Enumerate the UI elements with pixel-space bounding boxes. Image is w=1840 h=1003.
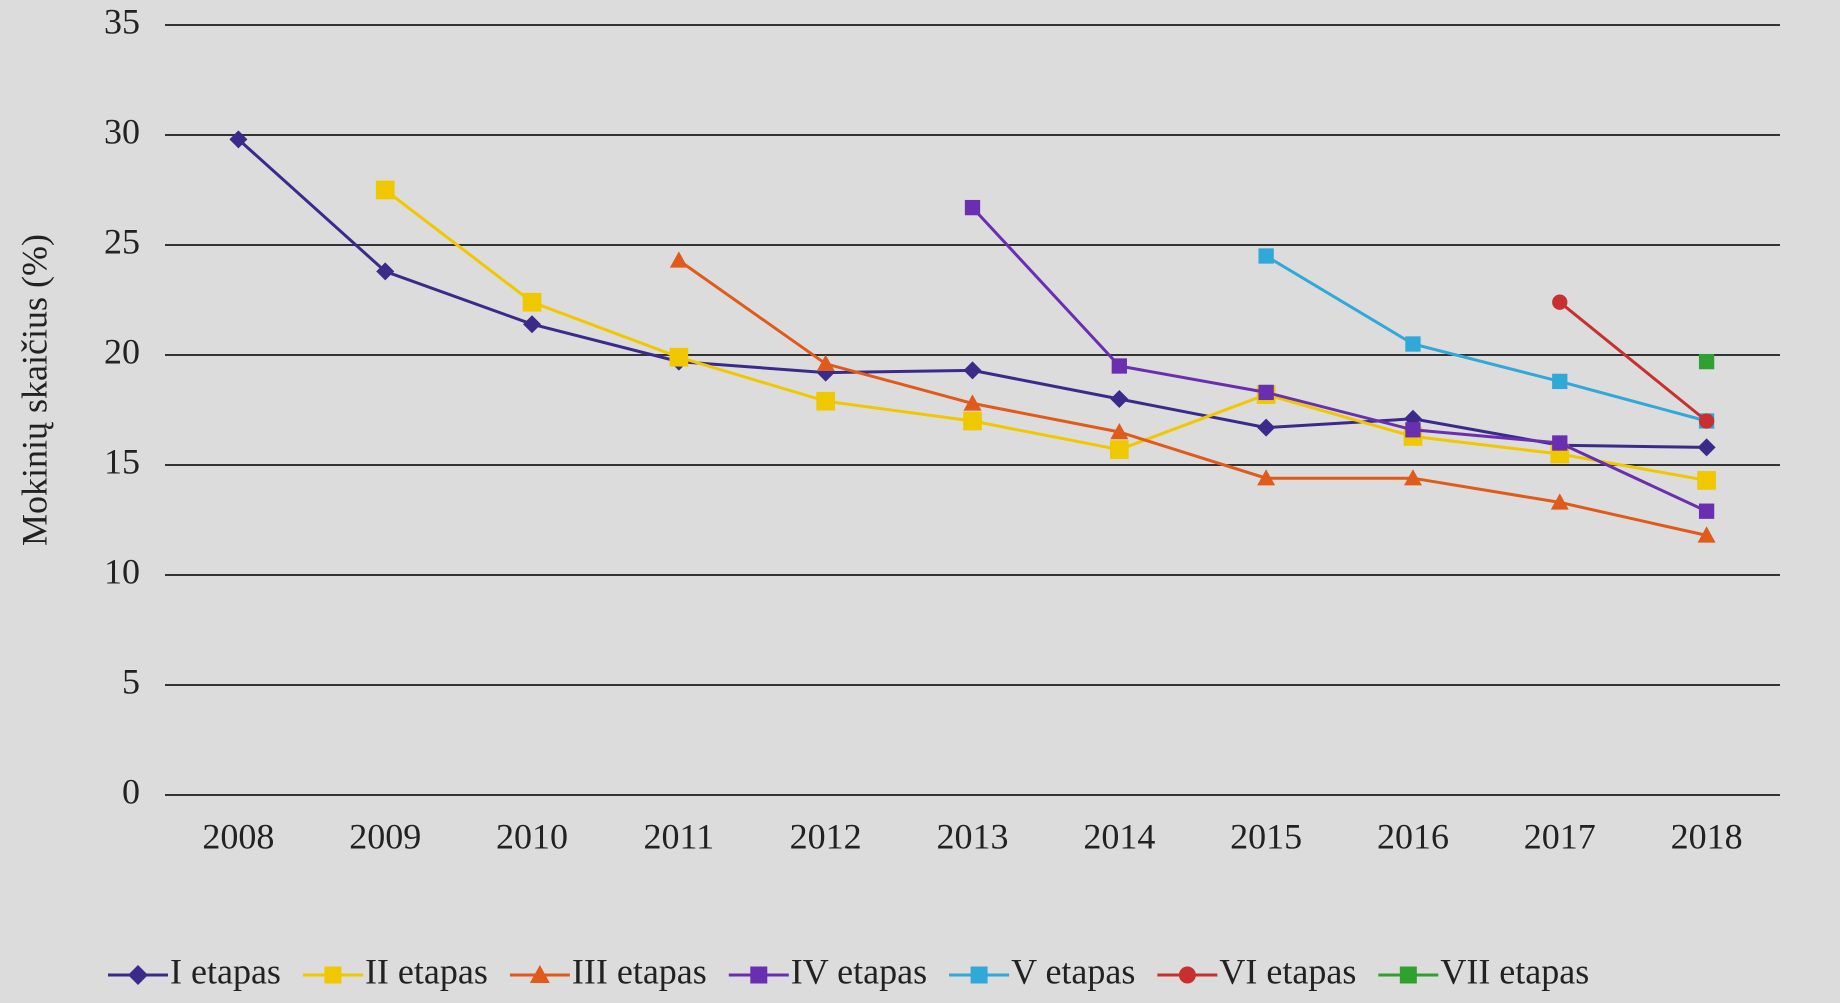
y-axis-label: Mokinių skaičius (%) (14, 234, 54, 546)
marker (964, 199, 981, 216)
legend-label: II etapas (365, 951, 488, 991)
marker (1698, 503, 1715, 519)
marker (1697, 526, 1716, 543)
series-line (1558, 301, 1708, 423)
series-line (678, 259, 1707, 537)
marker (1257, 469, 1276, 486)
y-tick-label: 20 (104, 331, 140, 371)
marker (1258, 248, 1274, 264)
series-line (971, 206, 1708, 513)
y-tick-label: 10 (104, 551, 140, 591)
y-tick-label: 35 (104, 1, 140, 41)
x-tick-label: 2011 (644, 816, 715, 856)
marker (229, 130, 248, 149)
marker (1405, 336, 1421, 352)
legend-label: VII etapas (1440, 951, 1589, 991)
marker (963, 361, 982, 380)
legend-label: V etapas (1011, 951, 1135, 991)
marker (669, 251, 688, 268)
legend-label: I etapas (170, 951, 281, 991)
marker (128, 965, 148, 985)
y-tick-label: 5 (122, 661, 140, 701)
y-tick-label: 0 (122, 771, 140, 811)
marker (1109, 440, 1129, 459)
x-tick-label: 2014 (1083, 816, 1155, 856)
marker (1110, 423, 1129, 440)
marker (669, 347, 689, 367)
x-tick-label: 2009 (349, 816, 421, 856)
marker (1552, 294, 1568, 310)
marker (1698, 413, 1715, 429)
marker (376, 262, 395, 281)
legend-label: IV etapas (791, 951, 927, 991)
x-tick-label: 2018 (1671, 816, 1743, 856)
series-line (1265, 254, 1707, 423)
x-tick-label: 2016 (1377, 816, 1449, 856)
marker (324, 966, 342, 984)
marker (1697, 438, 1716, 457)
marker (1399, 966, 1417, 984)
marker (1111, 358, 1127, 374)
marker (522, 292, 542, 312)
marker (750, 966, 768, 984)
x-tick-label: 2017 (1524, 816, 1596, 856)
marker (1403, 469, 1422, 486)
marker (1405, 422, 1421, 438)
marker (970, 966, 988, 984)
marker (963, 411, 982, 431)
marker (523, 315, 542, 334)
x-tick-label: 2008 (202, 816, 274, 856)
marker (1258, 384, 1274, 401)
marker (1698, 353, 1715, 370)
marker (816, 354, 835, 371)
y-tick-label: 25 (104, 221, 140, 261)
marker (1110, 390, 1129, 408)
marker (963, 394, 982, 411)
legend-label: VI etapas (1219, 951, 1356, 991)
marker (1697, 471, 1716, 490)
series-line (384, 188, 1707, 482)
marker (1178, 966, 1196, 984)
marker (1550, 493, 1569, 510)
marker (816, 391, 836, 411)
marker (529, 965, 550, 983)
x-tick-label: 2012 (790, 816, 862, 856)
legend-label: III etapas (572, 951, 707, 991)
x-tick-label: 2015 (1230, 816, 1302, 856)
marker (1257, 418, 1276, 437)
x-tick-label: 2013 (937, 816, 1009, 856)
marker (1552, 373, 1568, 390)
x-tick-label: 2010 (496, 816, 568, 856)
marker (1552, 435, 1568, 451)
y-tick-label: 15 (104, 441, 140, 481)
marker (375, 180, 395, 200)
y-tick-label: 30 (104, 111, 140, 151)
